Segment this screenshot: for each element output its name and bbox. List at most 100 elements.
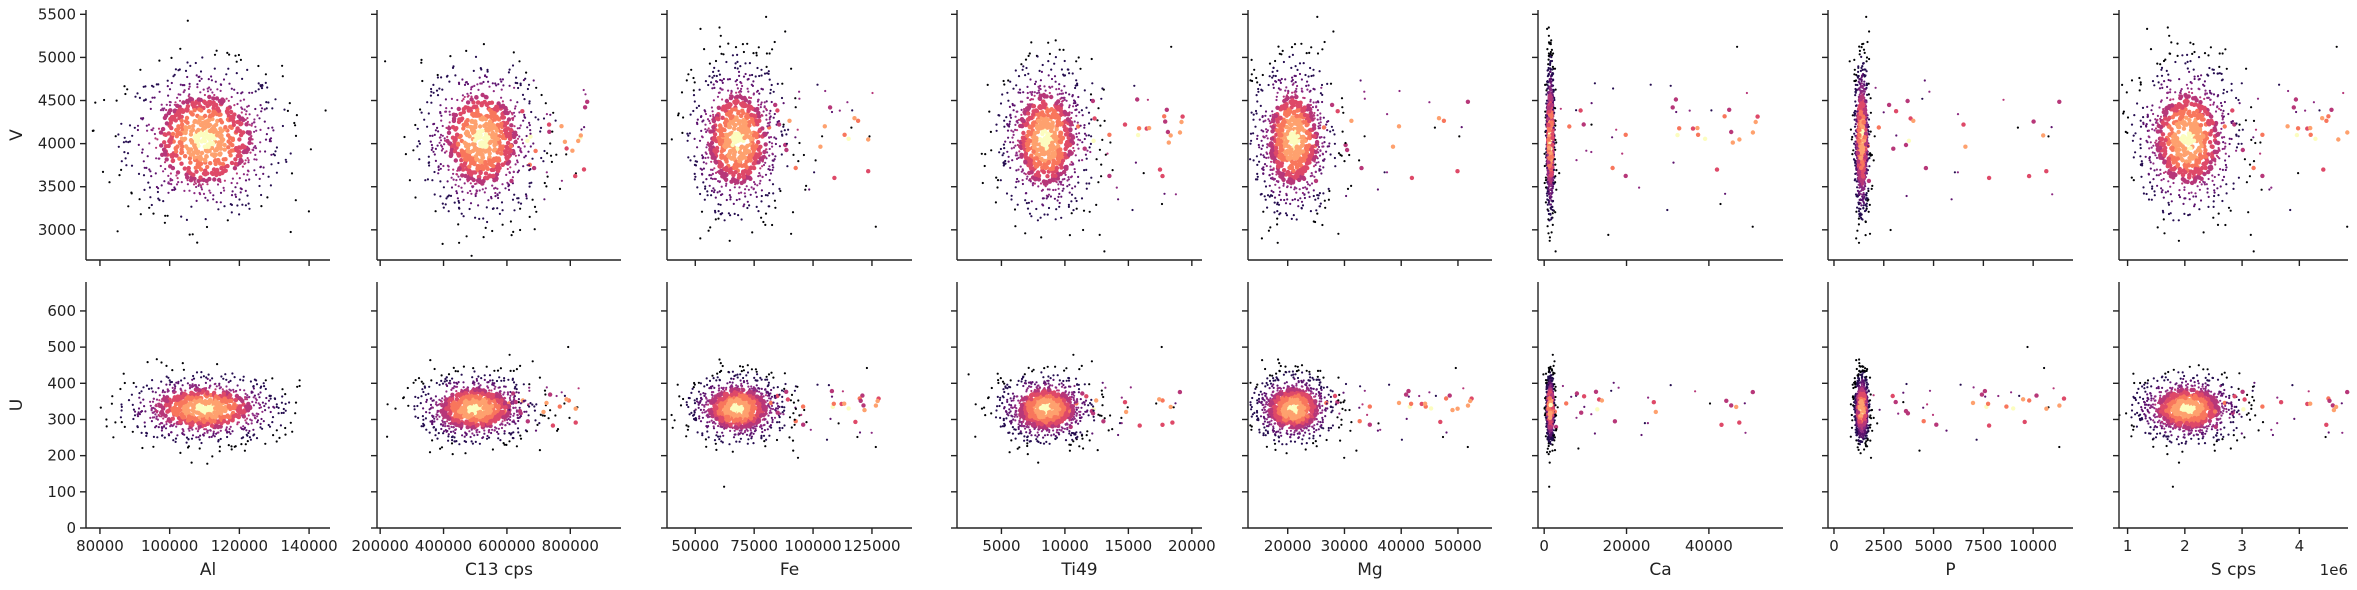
data-point: [475, 109, 480, 114]
data-point: [170, 183, 173, 186]
data-point: [1020, 170, 1023, 173]
data-point: [248, 123, 251, 126]
data-point: [1284, 212, 1288, 215]
data-point: [686, 139, 689, 142]
data-point: [154, 137, 157, 140]
data-point: [260, 107, 264, 110]
data-point: [1046, 159, 1052, 165]
data-point: [998, 114, 1001, 117]
data-point: [1264, 110, 1268, 113]
data-point: [768, 165, 771, 168]
data-point: [736, 67, 739, 70]
data-point: [1276, 217, 1279, 220]
data-point: [734, 115, 739, 120]
data-point: [516, 161, 519, 164]
data-point: [116, 230, 119, 233]
density-points: [1249, 15, 1471, 244]
data-point: [741, 43, 745, 46]
data-point: [1286, 198, 1289, 201]
data-point: [1310, 46, 1313, 49]
data-point: [1441, 118, 1447, 124]
data-point: [207, 78, 210, 81]
data-point: [1021, 182, 1024, 186]
data-point: [208, 132, 214, 138]
data-point: [785, 133, 788, 136]
data-point: [721, 81, 724, 84]
data-point: [1255, 94, 1258, 97]
data-point: [688, 132, 692, 135]
data-point: [696, 118, 699, 121]
data-point: [127, 205, 130, 208]
data-point: [1032, 130, 1038, 136]
data-point: [204, 124, 209, 129]
data-point: [231, 177, 234, 180]
data-point: [471, 170, 477, 175]
data-point: [751, 165, 757, 171]
data-point: [225, 73, 228, 76]
data-point: [467, 106, 472, 112]
data-point: [461, 78, 464, 81]
data-point: [1611, 136, 1614, 139]
panel-v-vs-ti49: [951, 10, 1202, 266]
data-point: [1249, 158, 1252, 161]
data-point: [149, 170, 152, 173]
data-point: [483, 135, 489, 141]
data-point: [522, 165, 525, 168]
data-point: [1107, 173, 1112, 179]
data-point: [1310, 182, 1314, 185]
data-point: [1061, 189, 1064, 192]
data-point: [1262, 120, 1265, 123]
data-point: [1256, 134, 1259, 137]
data-point: [1028, 52, 1031, 55]
data-point: [1083, 124, 1086, 127]
data-point: [529, 129, 532, 132]
y-tick-label: 3000: [38, 221, 76, 239]
data-point: [439, 111, 442, 114]
data-point: [1610, 165, 1615, 171]
data-point: [1109, 141, 1112, 144]
data-point: [721, 193, 724, 196]
data-point: [489, 174, 494, 179]
data-point: [763, 142, 768, 147]
data-point: [1002, 164, 1005, 167]
data-point: [822, 124, 827, 129]
data-point: [1038, 69, 1041, 72]
data-point: [1321, 100, 1324, 104]
data-point: [545, 113, 549, 116]
data-point: [177, 181, 180, 184]
data-point: [1543, 164, 1546, 168]
data-point: [733, 164, 738, 169]
data-point: [202, 88, 205, 91]
data-point: [734, 66, 737, 69]
data-point: [866, 169, 871, 174]
data-point: [1103, 119, 1106, 122]
data-point: [460, 212, 463, 215]
data-point: [1040, 70, 1043, 73]
data-point: [247, 104, 250, 107]
data-point: [1269, 165, 1272, 168]
data-point: [294, 199, 297, 202]
data-point: [196, 127, 201, 133]
data-point: [1298, 72, 1302, 76]
data-point: [1008, 105, 1012, 108]
data-point: [771, 168, 774, 172]
data-point: [175, 183, 179, 186]
data-point: [1310, 144, 1315, 149]
data-point: [259, 141, 262, 144]
data-point: [764, 155, 767, 159]
y-tick-label: 4000: [38, 135, 76, 153]
data-point: [755, 205, 758, 208]
data-point: [738, 127, 743, 133]
data-point: [1063, 85, 1066, 88]
data-point: [871, 91, 874, 95]
data-point: [1037, 85, 1040, 88]
data-point: [175, 174, 178, 177]
data-point: [1252, 132, 1255, 135]
data-point: [166, 110, 172, 116]
data-point: [186, 169, 191, 174]
data-point: [1048, 91, 1051, 95]
data-point: [687, 73, 690, 76]
data-point: [713, 189, 716, 192]
data-point: [242, 98, 246, 101]
data-point: [1048, 52, 1051, 56]
